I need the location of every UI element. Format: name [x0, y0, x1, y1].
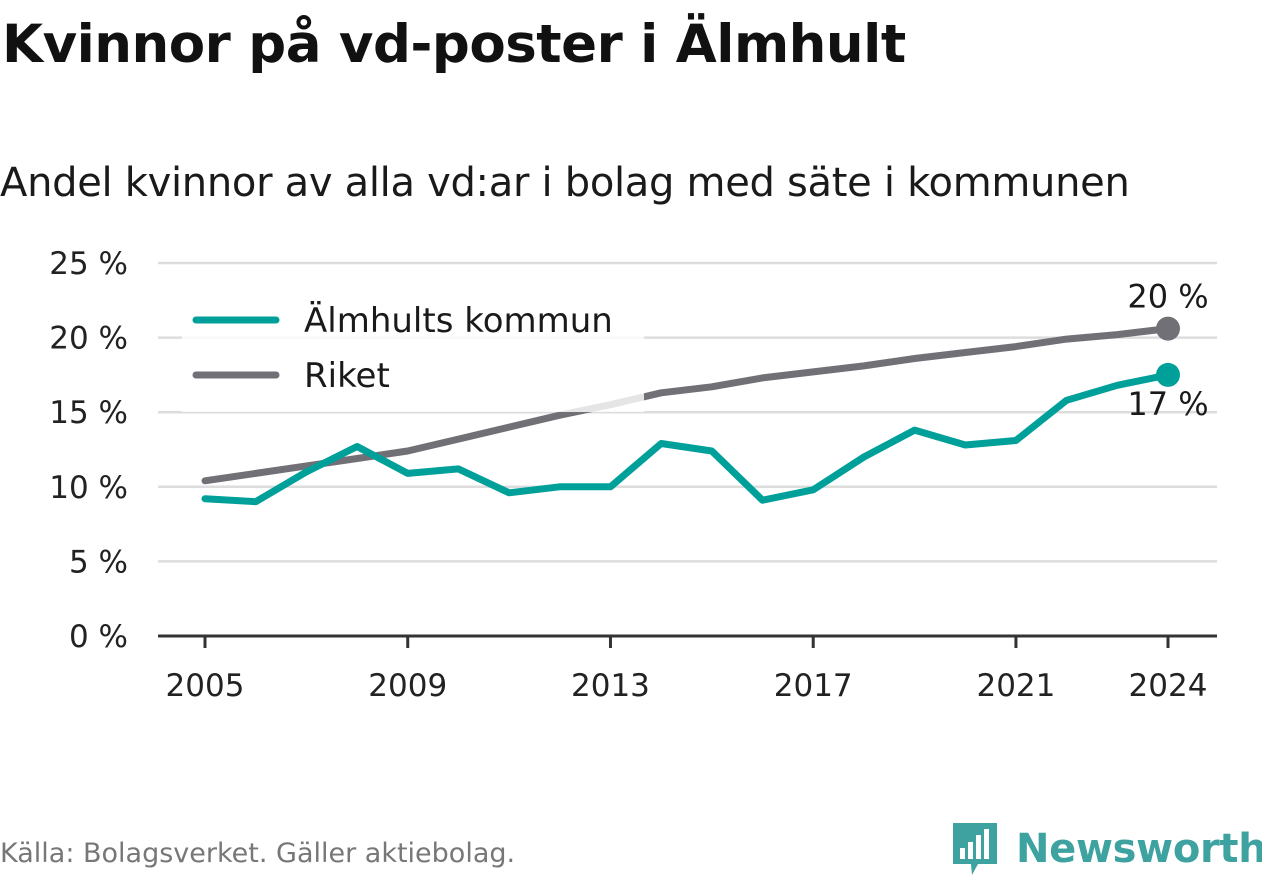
brand: Newsworthy: [950, 818, 1262, 880]
series-line-riket: [201, 325, 1172, 485]
x-tick-label: 2017: [774, 668, 853, 704]
y-tick-label: 25 %: [49, 246, 128, 282]
legend-label: Älmhults kommun: [304, 301, 613, 341]
legend-label: Riket: [304, 356, 390, 396]
series-line-almhult: [201, 371, 1172, 506]
chart-subtitle: Andel kvinnor av alla vd:ar i bolag med …: [0, 160, 1130, 206]
end-point-almhult: [1156, 362, 1180, 387]
brand-name: Newsworthy: [1016, 826, 1262, 872]
x-tick-label: 2021: [976, 668, 1055, 704]
y-tick-label: 10 %: [49, 470, 128, 506]
x-tick-label: 2009: [368, 668, 447, 704]
bar-chart-speech-bubble-icon: [953, 823, 997, 875]
chart-title: Kvinnor på vd-poster i Älmhult: [2, 14, 906, 75]
y-tick-label: 5 %: [69, 544, 128, 580]
end-point-riket: [1156, 316, 1180, 341]
x-tick-label: 2024: [1129, 668, 1208, 704]
end-label-almhult: 17 %: [1127, 385, 1208, 423]
y-tick-label: 20 %: [49, 321, 128, 357]
end-label-riket: 20 %: [1127, 278, 1208, 316]
y-tick-label: 0 %: [69, 619, 128, 655]
source-note: Källa: Bolagsverket. Gäller aktiebolag.: [0, 838, 516, 869]
y-tick-label: 15 %: [49, 395, 128, 431]
x-tick-label: 2013: [571, 668, 650, 704]
x-tick-label: 2005: [166, 668, 245, 704]
legend-background: [182, 296, 644, 412]
